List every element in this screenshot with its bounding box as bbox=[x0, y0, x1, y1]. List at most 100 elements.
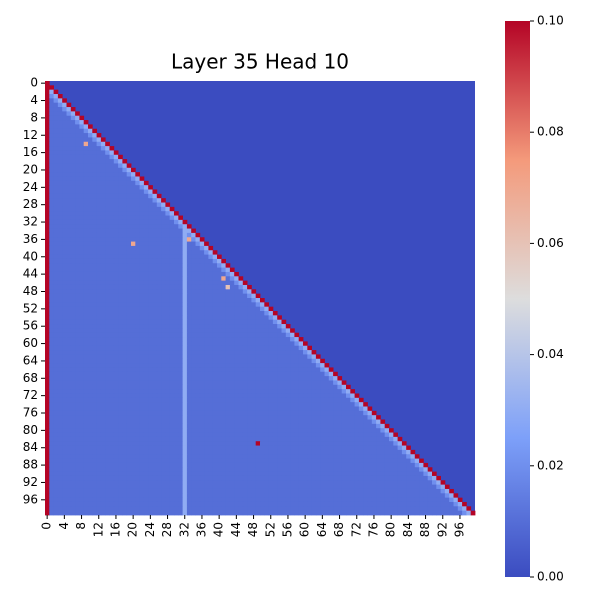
cell bbox=[118, 332, 123, 338]
cell bbox=[126, 436, 132, 442]
cell bbox=[139, 467, 145, 472]
cell bbox=[277, 371, 282, 377]
cell bbox=[346, 449, 351, 455]
cell bbox=[118, 415, 123, 420]
cell bbox=[96, 415, 102, 420]
cell bbox=[251, 367, 257, 373]
cell bbox=[131, 198, 136, 203]
cell bbox=[363, 467, 368, 472]
cell bbox=[242, 458, 248, 464]
cell bbox=[255, 298, 261, 303]
cell bbox=[350, 406, 355, 412]
cell bbox=[199, 432, 205, 438]
cell bbox=[88, 406, 93, 412]
cell bbox=[234, 423, 239, 429]
cell bbox=[122, 423, 128, 429]
cell bbox=[109, 293, 115, 299]
cell bbox=[126, 389, 132, 394]
cell bbox=[105, 271, 110, 277]
cell bbox=[393, 458, 398, 464]
cell bbox=[444, 484, 450, 490]
cell bbox=[432, 497, 437, 503]
cell bbox=[139, 341, 145, 347]
cell bbox=[191, 284, 196, 290]
cell bbox=[178, 475, 183, 481]
cell bbox=[234, 436, 239, 442]
cell bbox=[341, 475, 347, 481]
cell bbox=[92, 393, 97, 399]
cell bbox=[96, 193, 102, 199]
cell bbox=[161, 224, 166, 229]
cell bbox=[195, 376, 201, 381]
cell bbox=[324, 380, 330, 386]
cell bbox=[272, 501, 278, 507]
cell bbox=[92, 128, 97, 134]
cell bbox=[238, 471, 244, 477]
cell bbox=[178, 488, 183, 494]
cell bbox=[62, 202, 67, 208]
cell bbox=[66, 445, 72, 451]
cell bbox=[62, 380, 67, 386]
cell bbox=[88, 237, 93, 242]
cell bbox=[75, 475, 80, 481]
cell bbox=[169, 367, 175, 373]
cell bbox=[328, 506, 334, 512]
cell bbox=[53, 345, 59, 351]
cell bbox=[105, 185, 110, 190]
cell bbox=[229, 506, 235, 512]
cell bbox=[100, 185, 106, 190]
cell bbox=[225, 302, 231, 308]
cell bbox=[131, 510, 136, 516]
cell bbox=[204, 267, 209, 273]
cell bbox=[255, 397, 261, 403]
cell bbox=[320, 406, 325, 412]
cell bbox=[367, 432, 373, 438]
cell bbox=[148, 488, 153, 494]
cell bbox=[165, 241, 171, 247]
cell bbox=[135, 245, 140, 251]
cell bbox=[135, 254, 140, 260]
cell bbox=[281, 462, 287, 468]
cell bbox=[113, 298, 119, 303]
cell bbox=[174, 363, 179, 368]
cell bbox=[191, 267, 196, 273]
cell bbox=[234, 337, 239, 342]
cell bbox=[109, 180, 115, 186]
cell bbox=[92, 202, 97, 208]
cell bbox=[341, 506, 347, 512]
cell bbox=[414, 454, 420, 459]
cell bbox=[290, 458, 295, 464]
cell bbox=[225, 384, 231, 390]
cell bbox=[70, 133, 76, 138]
cell bbox=[307, 497, 312, 503]
cell bbox=[92, 480, 97, 486]
cell bbox=[242, 475, 248, 481]
cell bbox=[57, 350, 63, 355]
cell bbox=[199, 462, 205, 468]
cell bbox=[83, 124, 89, 130]
cell bbox=[350, 458, 355, 464]
cell bbox=[453, 501, 459, 507]
cell bbox=[79, 354, 85, 360]
cell bbox=[307, 462, 312, 468]
cell bbox=[75, 241, 80, 247]
cell bbox=[139, 501, 145, 507]
cell bbox=[152, 328, 158, 334]
cell bbox=[122, 328, 128, 334]
cell bbox=[109, 367, 115, 373]
cell bbox=[49, 510, 54, 516]
cell bbox=[161, 280, 166, 286]
cell bbox=[401, 501, 407, 507]
cell bbox=[49, 128, 54, 134]
cell bbox=[221, 298, 226, 303]
cell bbox=[303, 350, 308, 355]
cell bbox=[139, 284, 145, 290]
cell bbox=[268, 423, 274, 429]
cell bbox=[199, 345, 205, 351]
cell bbox=[92, 311, 97, 316]
cell bbox=[165, 298, 171, 303]
cell bbox=[75, 363, 80, 368]
cell bbox=[96, 133, 102, 138]
cell bbox=[83, 211, 89, 216]
cell bbox=[148, 454, 153, 459]
